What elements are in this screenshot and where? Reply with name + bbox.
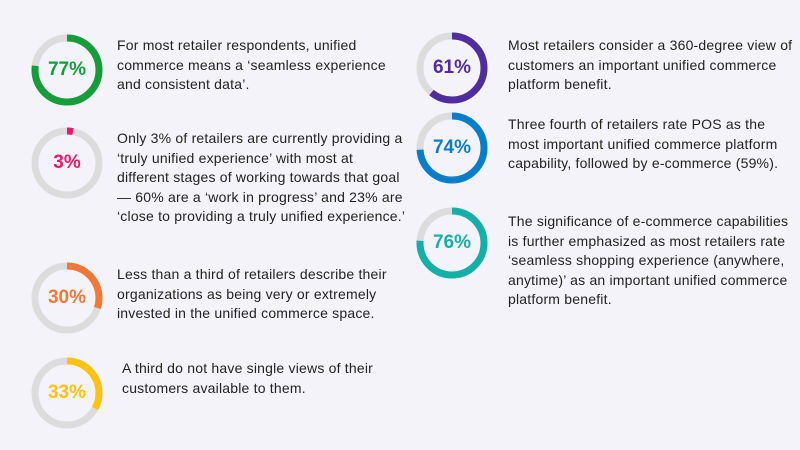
percent-label: 61% [432, 57, 472, 78]
donut-74: 74% [416, 112, 488, 184]
donut-arc [31, 127, 103, 199]
percent-label: 76% [432, 232, 472, 253]
stat-description: The significance of e-commerce capabilit… [508, 213, 789, 307]
stat-description: Most retailers consider a 360-degree vie… [508, 37, 793, 92]
donut-arc [416, 32, 488, 104]
percent-label: 30% [47, 287, 87, 308]
stat-description: For most retailer respondents, unified c… [117, 37, 386, 92]
donut-77: 77% [31, 34, 103, 106]
donut-arc [416, 207, 488, 279]
donut-arc [31, 262, 103, 334]
donut-61: 61% [416, 32, 488, 104]
percent-label: 3% [53, 152, 81, 173]
stat-description: Less than a third of retailers describe … [117, 266, 387, 321]
percent-label: 77% [47, 59, 87, 80]
percent-label: 74% [432, 137, 472, 158]
percent-label: 33% [47, 382, 87, 403]
donut-76: 76% [416, 207, 488, 279]
donut-arc [31, 357, 103, 429]
stat-description: Only 3% of retailers are currently provi… [117, 130, 406, 224]
stat-description: A third do not have single views of thei… [122, 360, 374, 396]
donut-33: 33% [31, 357, 103, 429]
stat-description: Three fourth of retailers rate POS as th… [508, 116, 779, 171]
donut-3: 3% [31, 127, 103, 199]
donut-arc [416, 112, 488, 184]
donut-arc [31, 34, 103, 106]
donut-30: 30% [31, 262, 103, 334]
